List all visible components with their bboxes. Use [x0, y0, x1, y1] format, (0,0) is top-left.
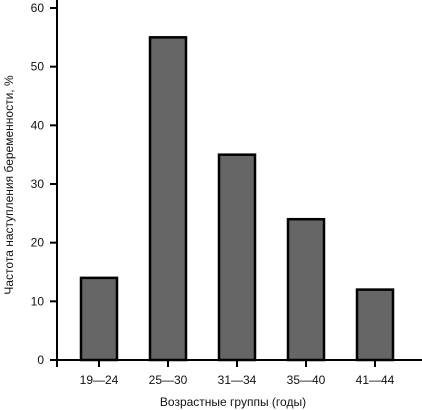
- bar-19—24: [79, 276, 119, 362]
- x-tick-label: 31—34: [218, 373, 257, 387]
- y-tick-label: 20: [31, 236, 45, 250]
- y-tick-label: 30: [31, 177, 45, 191]
- bar-31—34: [217, 153, 257, 362]
- y-tick-label: 0: [37, 353, 44, 367]
- y-tick-label: 40: [31, 118, 45, 132]
- y-tick-label: 50: [31, 60, 45, 74]
- x-tick-label: 35—40: [287, 373, 326, 387]
- bar-25—30: [148, 36, 188, 362]
- y-tick-label: 10: [31, 294, 45, 308]
- y-axis-ticks: 0 10 20 30 40 50 60: [31, 1, 57, 367]
- bar-41—44: [355, 288, 395, 362]
- y-tick-label: 60: [31, 1, 45, 15]
- y-axis-label: Частота наступления беременности, %: [2, 75, 16, 295]
- bars: [79, 36, 395, 362]
- x-tick-label: 25—30: [149, 373, 188, 387]
- x-tick-label: 19—24: [80, 373, 119, 387]
- x-tick-label: 41—44: [356, 373, 395, 387]
- x-axis-label: Возрастные группы (годы): [160, 395, 306, 409]
- bar-35—40: [286, 217, 326, 362]
- x-axis-ticks: 19—24 25—30 31—34 35—40 41—44: [80, 360, 395, 387]
